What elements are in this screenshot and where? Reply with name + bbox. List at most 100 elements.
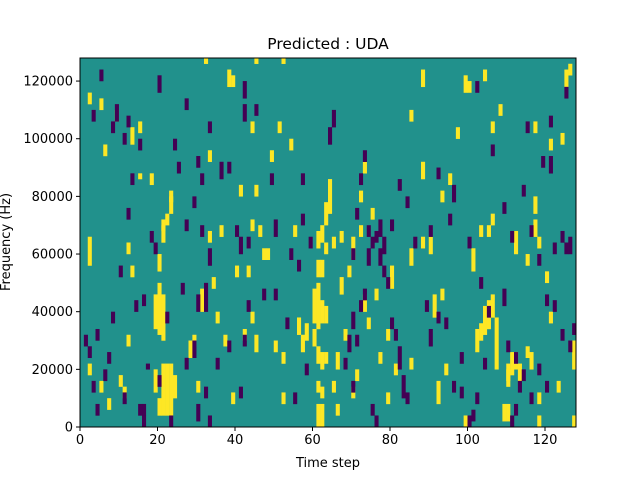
heatmap-cell-low	[215, 357, 220, 370]
heatmap-cell-high	[312, 328, 317, 347]
heatmap-cell-low	[521, 184, 526, 197]
heatmap-cell-high	[254, 184, 259, 197]
heatmap-cell-high	[483, 305, 488, 335]
x-tick-label: 120	[533, 433, 558, 448]
heatmap-cell-high	[316, 282, 321, 330]
heatmap-cell-low	[448, 213, 453, 226]
heatmap-cell-high	[483, 69, 488, 82]
heatmap-cell-low	[343, 357, 348, 370]
heatmap-cell-low	[401, 375, 406, 399]
heatmap-cell-high	[316, 346, 321, 364]
heatmap-cell-high	[463, 75, 468, 93]
heatmap-cell-low	[510, 230, 515, 243]
heatmap-cell-high	[359, 190, 364, 203]
heatmap-cell-low	[196, 156, 201, 168]
heatmap-cell-low	[180, 282, 185, 295]
heatmap-cell-low	[537, 363, 542, 376]
heatmap-cell-high	[490, 121, 495, 134]
heatmap-cell-high	[362, 294, 367, 312]
heatmap-cell-high	[564, 69, 569, 88]
heatmap-cell-high	[107, 398, 112, 410]
heatmap-cell-high	[223, 334, 228, 347]
heatmap-cell-high	[440, 190, 445, 203]
heatmap-cell-low	[219, 161, 224, 180]
heatmap-cell-low	[374, 230, 379, 243]
heatmap-cell-high	[188, 340, 193, 359]
heatmap-cell-low	[95, 328, 100, 341]
y-tick-label: 60000	[32, 248, 73, 263]
heatmap-cell-low	[560, 230, 565, 243]
heatmap-cell-high	[537, 236, 542, 249]
heatmap-cell-low	[529, 392, 534, 405]
heatmap-cell-high	[409, 357, 414, 370]
heatmap-cell-high	[293, 225, 298, 237]
heatmap-cell-high	[196, 380, 201, 393]
heatmap-cell-high	[99, 98, 104, 111]
heatmap-cell-low	[564, 242, 569, 255]
x-tick-label: 80	[382, 433, 399, 448]
y-axis: 0 20000 40000 60000 80000 100000 120000	[23, 75, 80, 436]
x-axis-label: Time step	[295, 456, 360, 471]
heatmap-cell-low	[436, 311, 441, 324]
heatmap-cell-high	[211, 277, 216, 289]
heatmap-cell-high	[560, 132, 565, 145]
heatmap-cell-low	[397, 179, 402, 191]
heatmap-cell-low	[246, 236, 251, 249]
heatmap-cell-low	[347, 334, 352, 353]
heatmap-cell-low	[293, 392, 298, 405]
heatmap-cell-low	[235, 225, 240, 237]
y-axis-label: Frequency (Hz)	[0, 193, 14, 291]
heatmap-cell-high	[138, 173, 143, 180]
heatmap-cell-low	[204, 386, 209, 399]
chart-title: Predicted : UDA	[267, 35, 389, 53]
heatmap-cell-low	[475, 81, 480, 93]
heatmap-cell-high	[169, 363, 174, 416]
heatmap-cell-low	[351, 380, 356, 393]
heatmap-cell-low	[545, 380, 550, 393]
heatmap-cell-low	[192, 340, 197, 359]
heatmap-cell-high	[99, 380, 104, 393]
heatmap-cell-low	[362, 150, 367, 162]
heatmap-cell-low	[517, 380, 522, 393]
heatmap-cell-high	[246, 265, 251, 278]
heatmap-cell-low	[471, 409, 476, 422]
heatmap-cell-low	[359, 173, 364, 186]
heatmap-cell-high	[355, 369, 360, 382]
y-tick-label: 40000	[32, 305, 73, 320]
heatmap-cell-high	[281, 392, 286, 405]
heatmap-cells	[83, 58, 577, 428]
heatmap-cell-low	[355, 207, 360, 220]
heatmap-cell-low	[370, 403, 375, 416]
heatmap-cell-low	[378, 219, 383, 237]
heatmap-cell-high	[436, 380, 441, 405]
heatmap-cell-high	[533, 121, 538, 134]
heatmap-cell-high	[537, 392, 542, 405]
heatmap-cell-low	[269, 173, 274, 186]
heatmap-cell-high	[231, 75, 236, 88]
heatmap-cell-high	[568, 63, 573, 76]
heatmap-cell-low	[142, 403, 147, 416]
heatmap-cell-high	[548, 138, 553, 151]
heatmap-cell-high	[103, 144, 108, 157]
heatmap-cell-low	[521, 369, 526, 382]
heatmap-cell-low	[87, 346, 92, 359]
heatmap-cell-high	[130, 127, 135, 145]
heatmap-cell-high	[390, 265, 395, 289]
heatmap-cell-low	[242, 104, 247, 122]
heatmap-cell-high	[572, 415, 577, 428]
heatmap-cell-low	[273, 288, 278, 301]
heatmap-cell-high	[316, 259, 321, 278]
heatmap-cell-low	[95, 403, 100, 416]
heatmap-cell-low	[366, 248, 371, 266]
heatmap-cell-low	[537, 254, 542, 266]
heatmap-cell-high	[328, 179, 333, 214]
heatmap-cell-high	[529, 352, 534, 370]
heatmap-cell-low	[502, 202, 507, 214]
heatmap-cell-high	[219, 225, 224, 237]
heatmap-cell-high	[525, 346, 530, 359]
heatmap-cell-low	[510, 415, 515, 428]
heatmap-cell-high	[165, 363, 170, 416]
heatmap-cell-low	[242, 81, 247, 99]
heatmap-cell-low	[428, 225, 433, 237]
